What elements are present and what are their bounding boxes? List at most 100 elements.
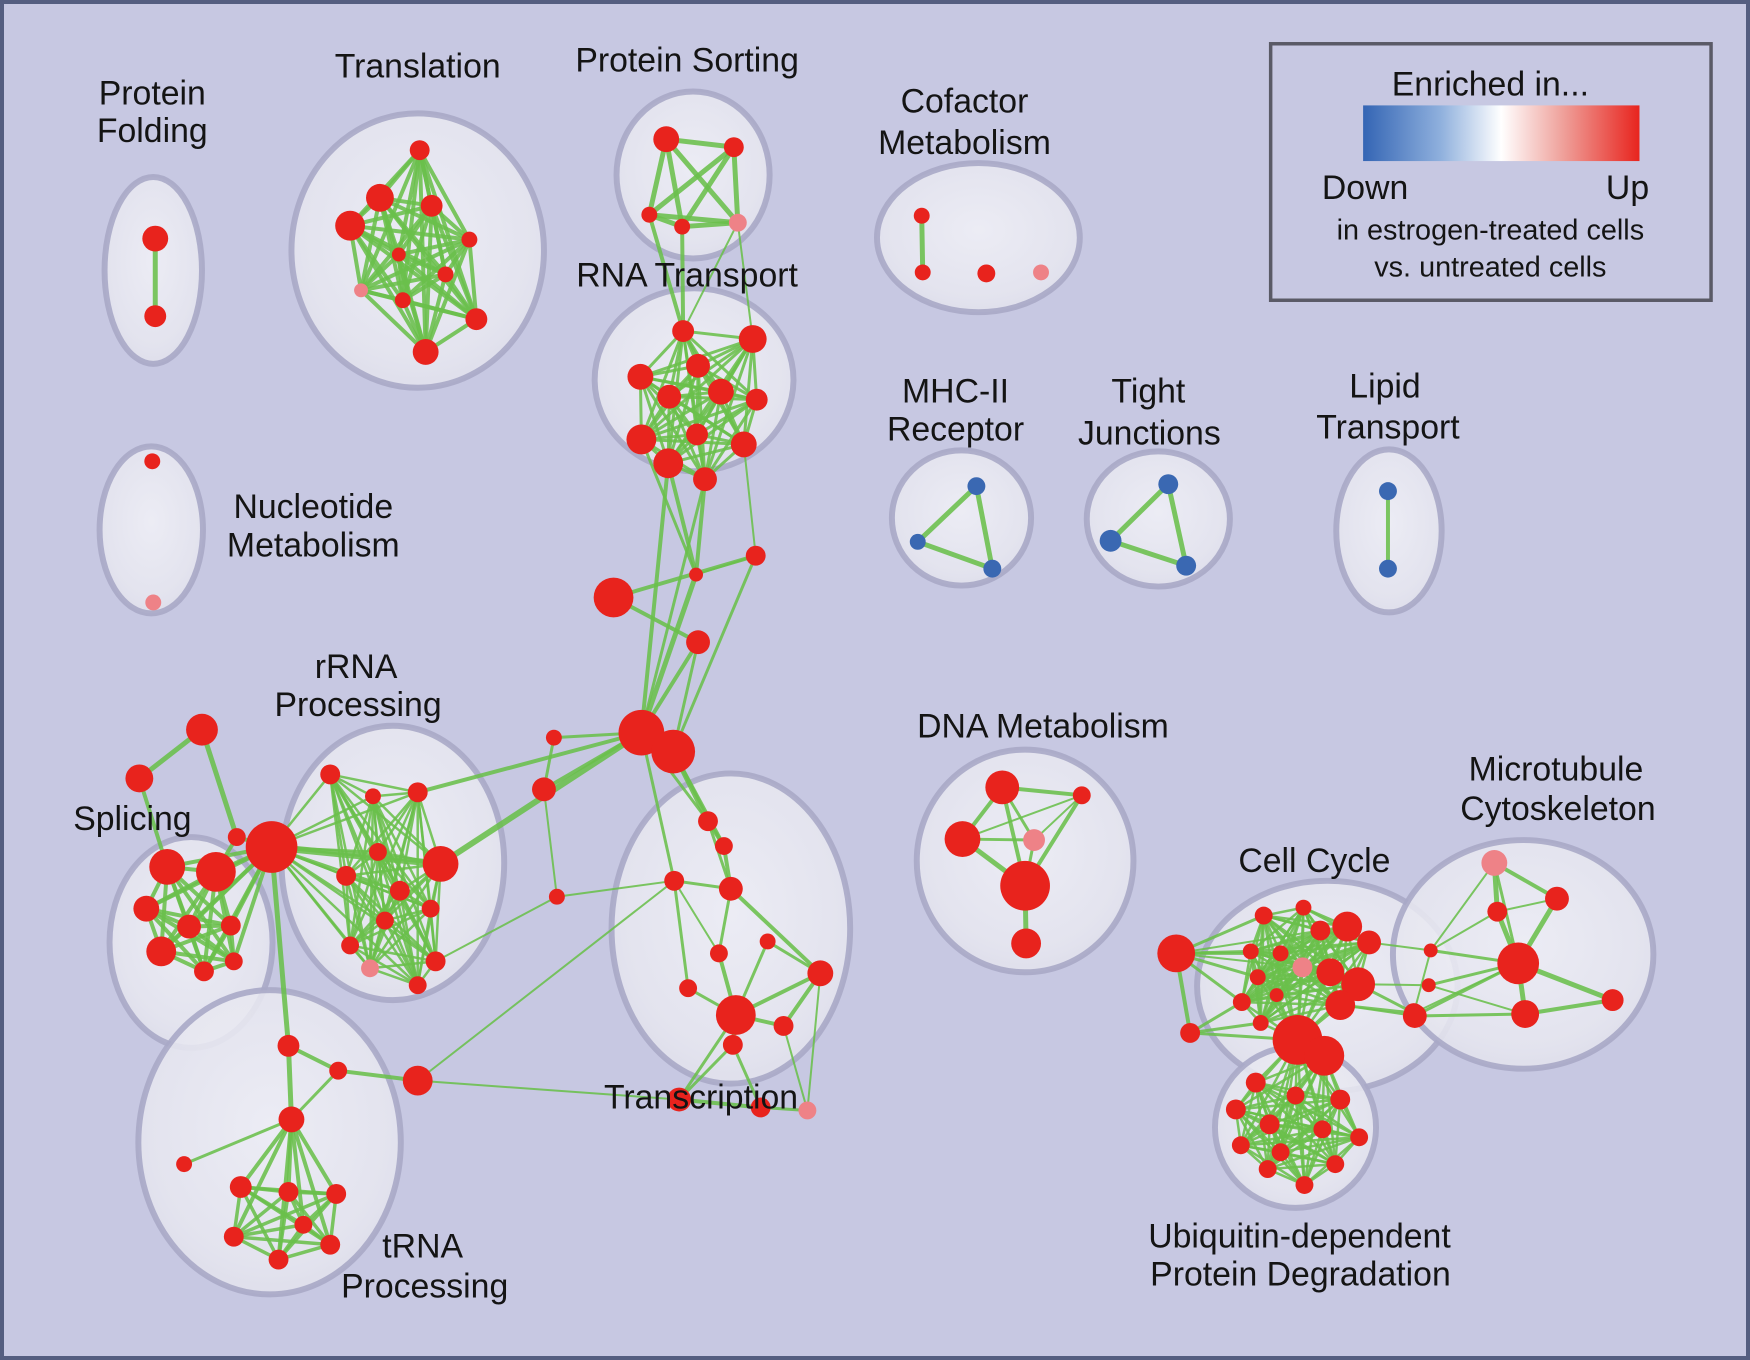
gene-set-node[interactable] <box>1232 993 1251 1012</box>
gene-set-node[interactable] <box>329 1061 348 1080</box>
gene-set-node[interactable] <box>144 305 167 328</box>
gene-set-node[interactable] <box>409 140 430 161</box>
gene-set-node[interactable] <box>1099 529 1122 552</box>
gene-set-node[interactable] <box>773 1016 794 1036</box>
gene-set-node[interactable] <box>354 283 368 298</box>
gene-set-node[interactable] <box>985 770 1020 805</box>
cluster-ellipse-cofactor-metabolism[interactable] <box>874 160 1083 316</box>
gene-set-node[interactable] <box>759 933 776 950</box>
gene-set-node[interactable] <box>145 594 162 611</box>
gene-set-node[interactable] <box>1421 978 1436 993</box>
gene-set-node[interactable] <box>224 952 243 971</box>
gene-set-node[interactable] <box>1292 957 1313 978</box>
gene-set-node[interactable] <box>326 1184 347 1204</box>
cluster-ellipse-tight-junctions[interactable] <box>1083 448 1233 590</box>
gene-set-node[interactable] <box>798 1101 817 1120</box>
gene-set-node[interactable] <box>1326 1155 1345 1174</box>
gene-set-node[interactable] <box>461 231 478 248</box>
gene-set-node[interactable] <box>1272 945 1289 962</box>
gene-set-node[interactable] <box>1295 1176 1314 1194</box>
gene-set-node[interactable] <box>408 976 427 995</box>
gene-set-node[interactable] <box>1072 786 1091 805</box>
gene-set-node[interactable] <box>149 849 186 885</box>
gene-set-node[interactable] <box>142 225 169 252</box>
gene-set-node[interactable] <box>144 453 161 470</box>
cluster-ellipse-nucleotide-metabolism[interactable] <box>96 443 206 617</box>
gene-set-node[interactable] <box>361 959 379 978</box>
gene-set-node[interactable] <box>366 183 394 212</box>
gene-set-node[interactable] <box>335 210 366 241</box>
gene-set-node[interactable] <box>294 1215 313 1234</box>
gene-set-node[interactable] <box>679 979 698 998</box>
gene-set-node[interactable] <box>1252 1015 1269 1031</box>
cluster-ellipse-trna-processing[interactable] <box>135 987 404 1298</box>
gene-set-node[interactable] <box>722 1034 743 1055</box>
gene-set-node[interactable] <box>738 325 767 353</box>
gene-set-node[interactable] <box>1254 906 1273 925</box>
gene-set-node[interactable] <box>341 936 360 955</box>
gene-set-node[interactable] <box>1271 1143 1290 1162</box>
gene-set-node[interactable] <box>177 914 201 939</box>
gene-set-node[interactable] <box>1330 1089 1351 1110</box>
gene-set-node[interactable] <box>1313 1120 1332 1139</box>
gene-set-node[interactable] <box>715 995 756 1035</box>
gene-set-node[interactable] <box>320 764 341 785</box>
gene-set-node[interactable] <box>1000 860 1050 911</box>
gene-set-node[interactable] <box>707 378 734 405</box>
gene-set-node[interactable] <box>686 353 710 378</box>
gene-set-node[interactable] <box>1487 901 1508 922</box>
gene-set-node[interactable] <box>420 194 443 217</box>
gene-set-node[interactable] <box>365 788 381 805</box>
gene-set-node[interactable] <box>714 837 733 855</box>
gene-set-node[interactable] <box>223 1226 244 1247</box>
gene-set-node[interactable] <box>807 960 834 987</box>
gene-set-node[interactable] <box>977 264 996 283</box>
gene-set-node[interactable] <box>1304 1035 1345 1076</box>
gene-set-node[interactable] <box>268 1249 289 1270</box>
gene-set-node[interactable] <box>667 1087 692 1112</box>
gene-set-node[interactable] <box>229 1176 252 1198</box>
gene-set-node[interactable] <box>1259 1114 1280 1135</box>
gene-set-node[interactable] <box>1157 934 1196 973</box>
gene-set-node[interactable] <box>1245 1072 1266 1093</box>
gene-set-node[interactable] <box>626 424 657 455</box>
gene-set-node[interactable] <box>391 247 406 262</box>
gene-set-node[interactable] <box>698 811 718 832</box>
gene-set-node[interactable] <box>913 207 930 224</box>
gene-set-node[interactable] <box>278 1106 305 1133</box>
gene-set-node[interactable] <box>245 821 298 873</box>
gene-set-node[interactable] <box>1545 886 1569 911</box>
gene-set-node[interactable] <box>709 944 728 963</box>
gene-set-node[interactable] <box>368 843 387 861</box>
gene-set-node[interactable] <box>745 545 766 566</box>
gene-set-node[interactable] <box>220 915 241 936</box>
gene-set-node[interactable] <box>375 911 394 930</box>
gene-set-node[interactable] <box>664 870 685 891</box>
gene-set-node[interactable] <box>437 266 454 283</box>
gene-set-node[interactable] <box>227 828 246 847</box>
gene-set-node[interactable] <box>745 388 768 411</box>
gene-set-node[interactable] <box>425 951 446 972</box>
gene-set-node[interactable] <box>944 821 981 857</box>
gene-set-node[interactable] <box>1011 928 1042 959</box>
cluster-ellipse-mhc-ii-receptor[interactable] <box>888 447 1035 589</box>
gene-set-node[interactable] <box>1601 989 1624 1012</box>
gene-set-node[interactable] <box>723 137 744 158</box>
gene-set-node[interactable] <box>194 961 214 982</box>
gene-set-node[interactable] <box>532 777 556 802</box>
gene-set-node[interactable] <box>1379 482 1397 501</box>
gene-set-node[interactable] <box>1249 969 1266 986</box>
gene-set-node[interactable] <box>674 218 691 235</box>
gene-set-node[interactable] <box>627 363 654 390</box>
gene-set-node[interactable] <box>1325 990 1356 1020</box>
gene-set-node[interactable] <box>407 782 428 803</box>
gene-set-node[interactable] <box>1242 943 1259 960</box>
gene-set-node[interactable] <box>641 206 658 223</box>
gene-set-node[interactable] <box>465 308 488 331</box>
cluster-ellipse-protein-sorting[interactable] <box>613 88 773 262</box>
gene-set-node[interactable] <box>277 1034 300 1057</box>
gene-set-node[interactable] <box>967 477 986 496</box>
gene-set-node[interactable] <box>686 423 708 446</box>
gene-set-node[interactable] <box>730 431 757 458</box>
gene-set-node[interactable] <box>412 339 439 365</box>
